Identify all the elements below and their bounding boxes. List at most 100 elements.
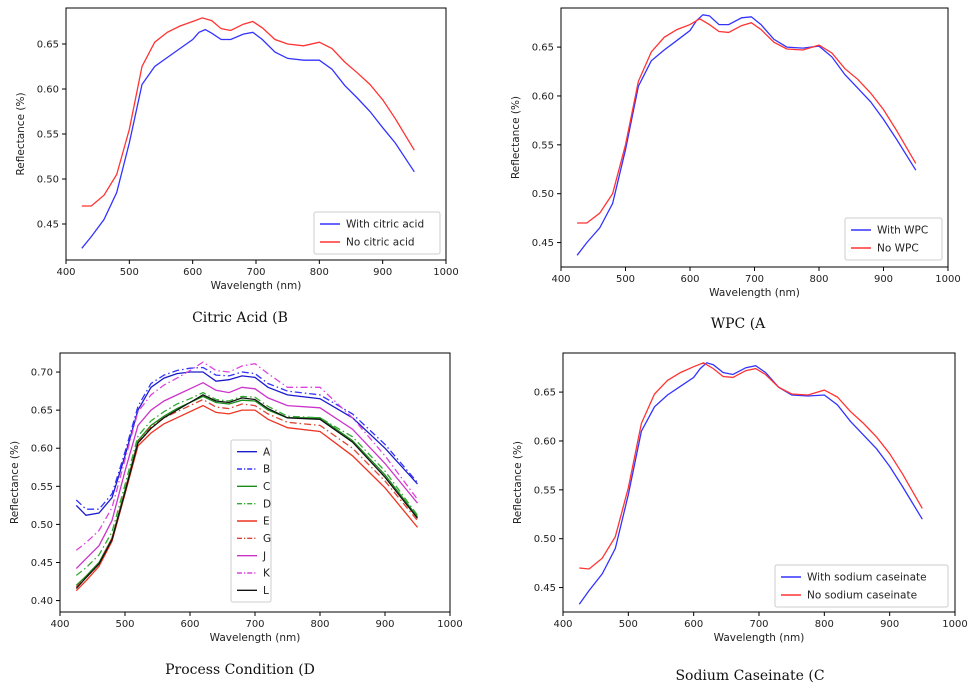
x-tick-label: 400 (553, 619, 572, 630)
x-tick-label: 900 (874, 274, 893, 285)
y-tick-label: 0.45 (37, 220, 59, 231)
x-tick-label: 900 (375, 619, 394, 630)
x-axis-label: Wavelength (nm) (709, 287, 800, 299)
chart-caption: WPC (A (711, 316, 766, 332)
chart-panel-2: 400 500 600 700 800 900 1000 0.45 0.50 0.55 0.60 0.… (510, 7, 961, 332)
y-axis-label: Reflectance (%) (15, 92, 27, 175)
legend: With sodium caseinate No sodium caseinate (774, 564, 949, 608)
x-axis-label: Wavelength (nm) (714, 632, 805, 644)
legend-entry: With citric acid (346, 219, 424, 231)
chart-caption: Sodium Caseinate (C (675, 668, 824, 684)
x-tick-label: 400 (56, 267, 75, 278)
legend-box (774, 564, 949, 608)
legend-box (313, 211, 441, 255)
x-tick-label: 400 (50, 619, 69, 630)
x-tick-label: 700 (245, 619, 264, 630)
x-tick-label: 600 (183, 267, 202, 278)
series-line-k (75, 361, 419, 551)
series-line-no-sodium-caseinate (579, 362, 923, 570)
series-line-a (75, 371, 418, 516)
y-tick-label: 0.50 (532, 189, 554, 200)
y-tick-label: 0.55 (37, 130, 59, 141)
legend-entry: D (263, 498, 271, 510)
legend: With WPC No WPC (844, 217, 943, 261)
legend-entry: J (262, 550, 266, 562)
x-tick-label: 600 (180, 619, 199, 630)
y-tick-label: 0.50 (534, 534, 556, 545)
series-line-no-citric-acid (81, 17, 415, 207)
y-tick-label: 0.60 (31, 444, 53, 455)
x-tick-label: 1000 (942, 619, 967, 630)
x-tick-label: 500 (616, 274, 635, 285)
x-tick-label: 900 (880, 619, 899, 630)
y-tick-label: 0.45 (31, 558, 53, 569)
y-tick-label: 0.55 (31, 482, 53, 493)
y-tick-label: 0.50 (37, 175, 59, 186)
y-tick-label: 0.70 (31, 368, 53, 379)
x-tick-label: 500 (619, 619, 638, 630)
legend-entry: C (263, 481, 270, 493)
y-tick-label: 0.60 (37, 85, 59, 96)
x-tick-label: 700 (246, 267, 265, 278)
series-line-no-wpc (577, 18, 917, 224)
y-tick-label: 0.65 (532, 43, 554, 54)
legend-entry: With WPC (877, 225, 928, 237)
y-tick-label: 0.55 (532, 140, 554, 151)
legend-entry: L (263, 585, 269, 597)
x-tick-label: 800 (310, 267, 329, 278)
y-axis-label: Reflectance (%) (512, 441, 524, 524)
chart-caption: Process Condition (D (165, 662, 315, 678)
legend-entry: G (263, 533, 271, 545)
x-tick-label: 600 (680, 274, 699, 285)
series-line-with-citric-acid (81, 28, 415, 249)
series-line-d (75, 391, 419, 576)
x-tick-label: 400 (551, 274, 570, 285)
x-tick-label: 800 (809, 274, 828, 285)
legend-entry: No sodium caseinate (807, 590, 917, 602)
y-axis-label: Reflectance (%) (510, 96, 522, 179)
chart-panel-3: 400 500 600 700 800 900 1000 0.40 0.45 0.50 0.55 0.… (9, 352, 463, 678)
legend-entry: With sodium caseinate (807, 572, 927, 584)
y-tick-label: 0.65 (534, 388, 556, 399)
legend-entry: A (263, 446, 271, 458)
legend: With citric acid No citric acid (313, 211, 441, 255)
x-tick-label: 700 (749, 619, 768, 630)
x-tick-label: 800 (310, 619, 329, 630)
legend-entry: No citric acid (346, 237, 415, 249)
y-tick-label: 0.45 (532, 238, 554, 249)
x-tick-label: 700 (745, 274, 764, 285)
x-tick-label: 900 (373, 267, 392, 278)
legend-entry: K (263, 568, 271, 580)
y-tick-label: 0.65 (31, 406, 53, 417)
legend-entry: B (263, 464, 270, 476)
y-tick-label: 0.60 (534, 436, 556, 447)
series-line-l (75, 394, 419, 589)
series-line-with-wpc (576, 14, 917, 256)
x-tick-label: 1000 (935, 274, 960, 285)
series-line-j (75, 381, 419, 570)
chart-panel-4: 400 500 600 700 800 900 1000 0.45 0.50 0.55 0.60 0.… (512, 352, 968, 684)
series-line-with-sodium-caseinate (578, 362, 923, 605)
x-tick-label: 800 (815, 619, 834, 630)
x-tick-label: 1000 (437, 619, 462, 630)
legend-entry: E (263, 516, 270, 528)
series-line-b (75, 366, 418, 510)
y-tick-label: 0.55 (534, 485, 556, 496)
x-axis-label: Wavelength (nm) (211, 280, 302, 292)
y-tick-label: 0.40 (31, 596, 53, 607)
chart-caption: Citric Acid (B (192, 310, 288, 326)
y-tick-label: 0.45 (534, 583, 556, 594)
x-tick-label: 500 (115, 619, 134, 630)
chart-panel-1: 400 500 600 700 800 900 1000 0.45 0.50 0.55 0.60 0.… (15, 7, 459, 326)
x-axis-label: Wavelength (nm) (210, 632, 301, 644)
y-tick-label: 0.65 (37, 40, 59, 51)
x-tick-label: 500 (120, 267, 139, 278)
y-axis-label: Reflectance (%) (9, 441, 21, 524)
y-tick-label: 0.50 (31, 520, 53, 531)
legend-box (844, 217, 943, 261)
y-tick-label: 0.60 (532, 91, 554, 102)
x-tick-label: 1000 (433, 267, 458, 278)
legend-entry: No WPC (877, 243, 919, 255)
